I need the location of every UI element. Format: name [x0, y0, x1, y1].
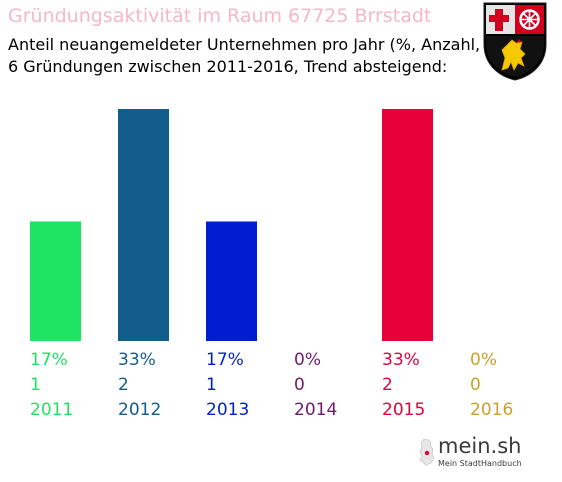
page-title: Gründungsaktivität im Raum 67725 Brrstad… [8, 5, 432, 27]
count-label-2016: 0 [470, 375, 481, 395]
chart-summary: 6 Gründungen zwischen 2011-2016, Trend a… [8, 57, 448, 76]
percent-label-2015: 33% [382, 350, 420, 370]
percent-label-2016: 0% [470, 350, 497, 370]
year-label-2015: 2015 [382, 400, 425, 420]
bar-2015 [382, 109, 433, 341]
year-label-2012: 2012 [118, 400, 161, 420]
brand-name: mein.sh [438, 434, 522, 458]
germany-map-icon [419, 438, 435, 466]
percent-label-2011: 17% [30, 350, 68, 370]
chart-subtitle: Anteil neuangemeldeter Unternehmen pro J… [8, 35, 523, 54]
count-label-2012: 2 [118, 375, 129, 395]
count-label-2014: 0 [294, 375, 305, 395]
percent-label-2012: 33% [118, 350, 156, 370]
count-label-2013: 1 [206, 375, 217, 395]
rheinland-pfalz-coat-of-arms-icon [483, 2, 547, 81]
bar-2011 [30, 221, 81, 341]
year-label-2016: 2016 [470, 400, 513, 420]
year-label-2011: 2011 [30, 400, 73, 420]
bar-2012 [118, 109, 169, 341]
percent-label-2013: 17% [206, 350, 244, 370]
brand-logo: mein.sh Mein StadtHandbuch [418, 434, 528, 474]
percent-label-2014: 0% [294, 350, 321, 370]
year-label-2014: 2014 [294, 400, 337, 420]
count-label-2015: 2 [382, 375, 393, 395]
count-label-2011: 1 [30, 375, 41, 395]
bar-2013 [206, 221, 257, 341]
year-label-2013: 2013 [206, 400, 249, 420]
brand-tagline: Mein StadtHandbuch [438, 459, 522, 468]
